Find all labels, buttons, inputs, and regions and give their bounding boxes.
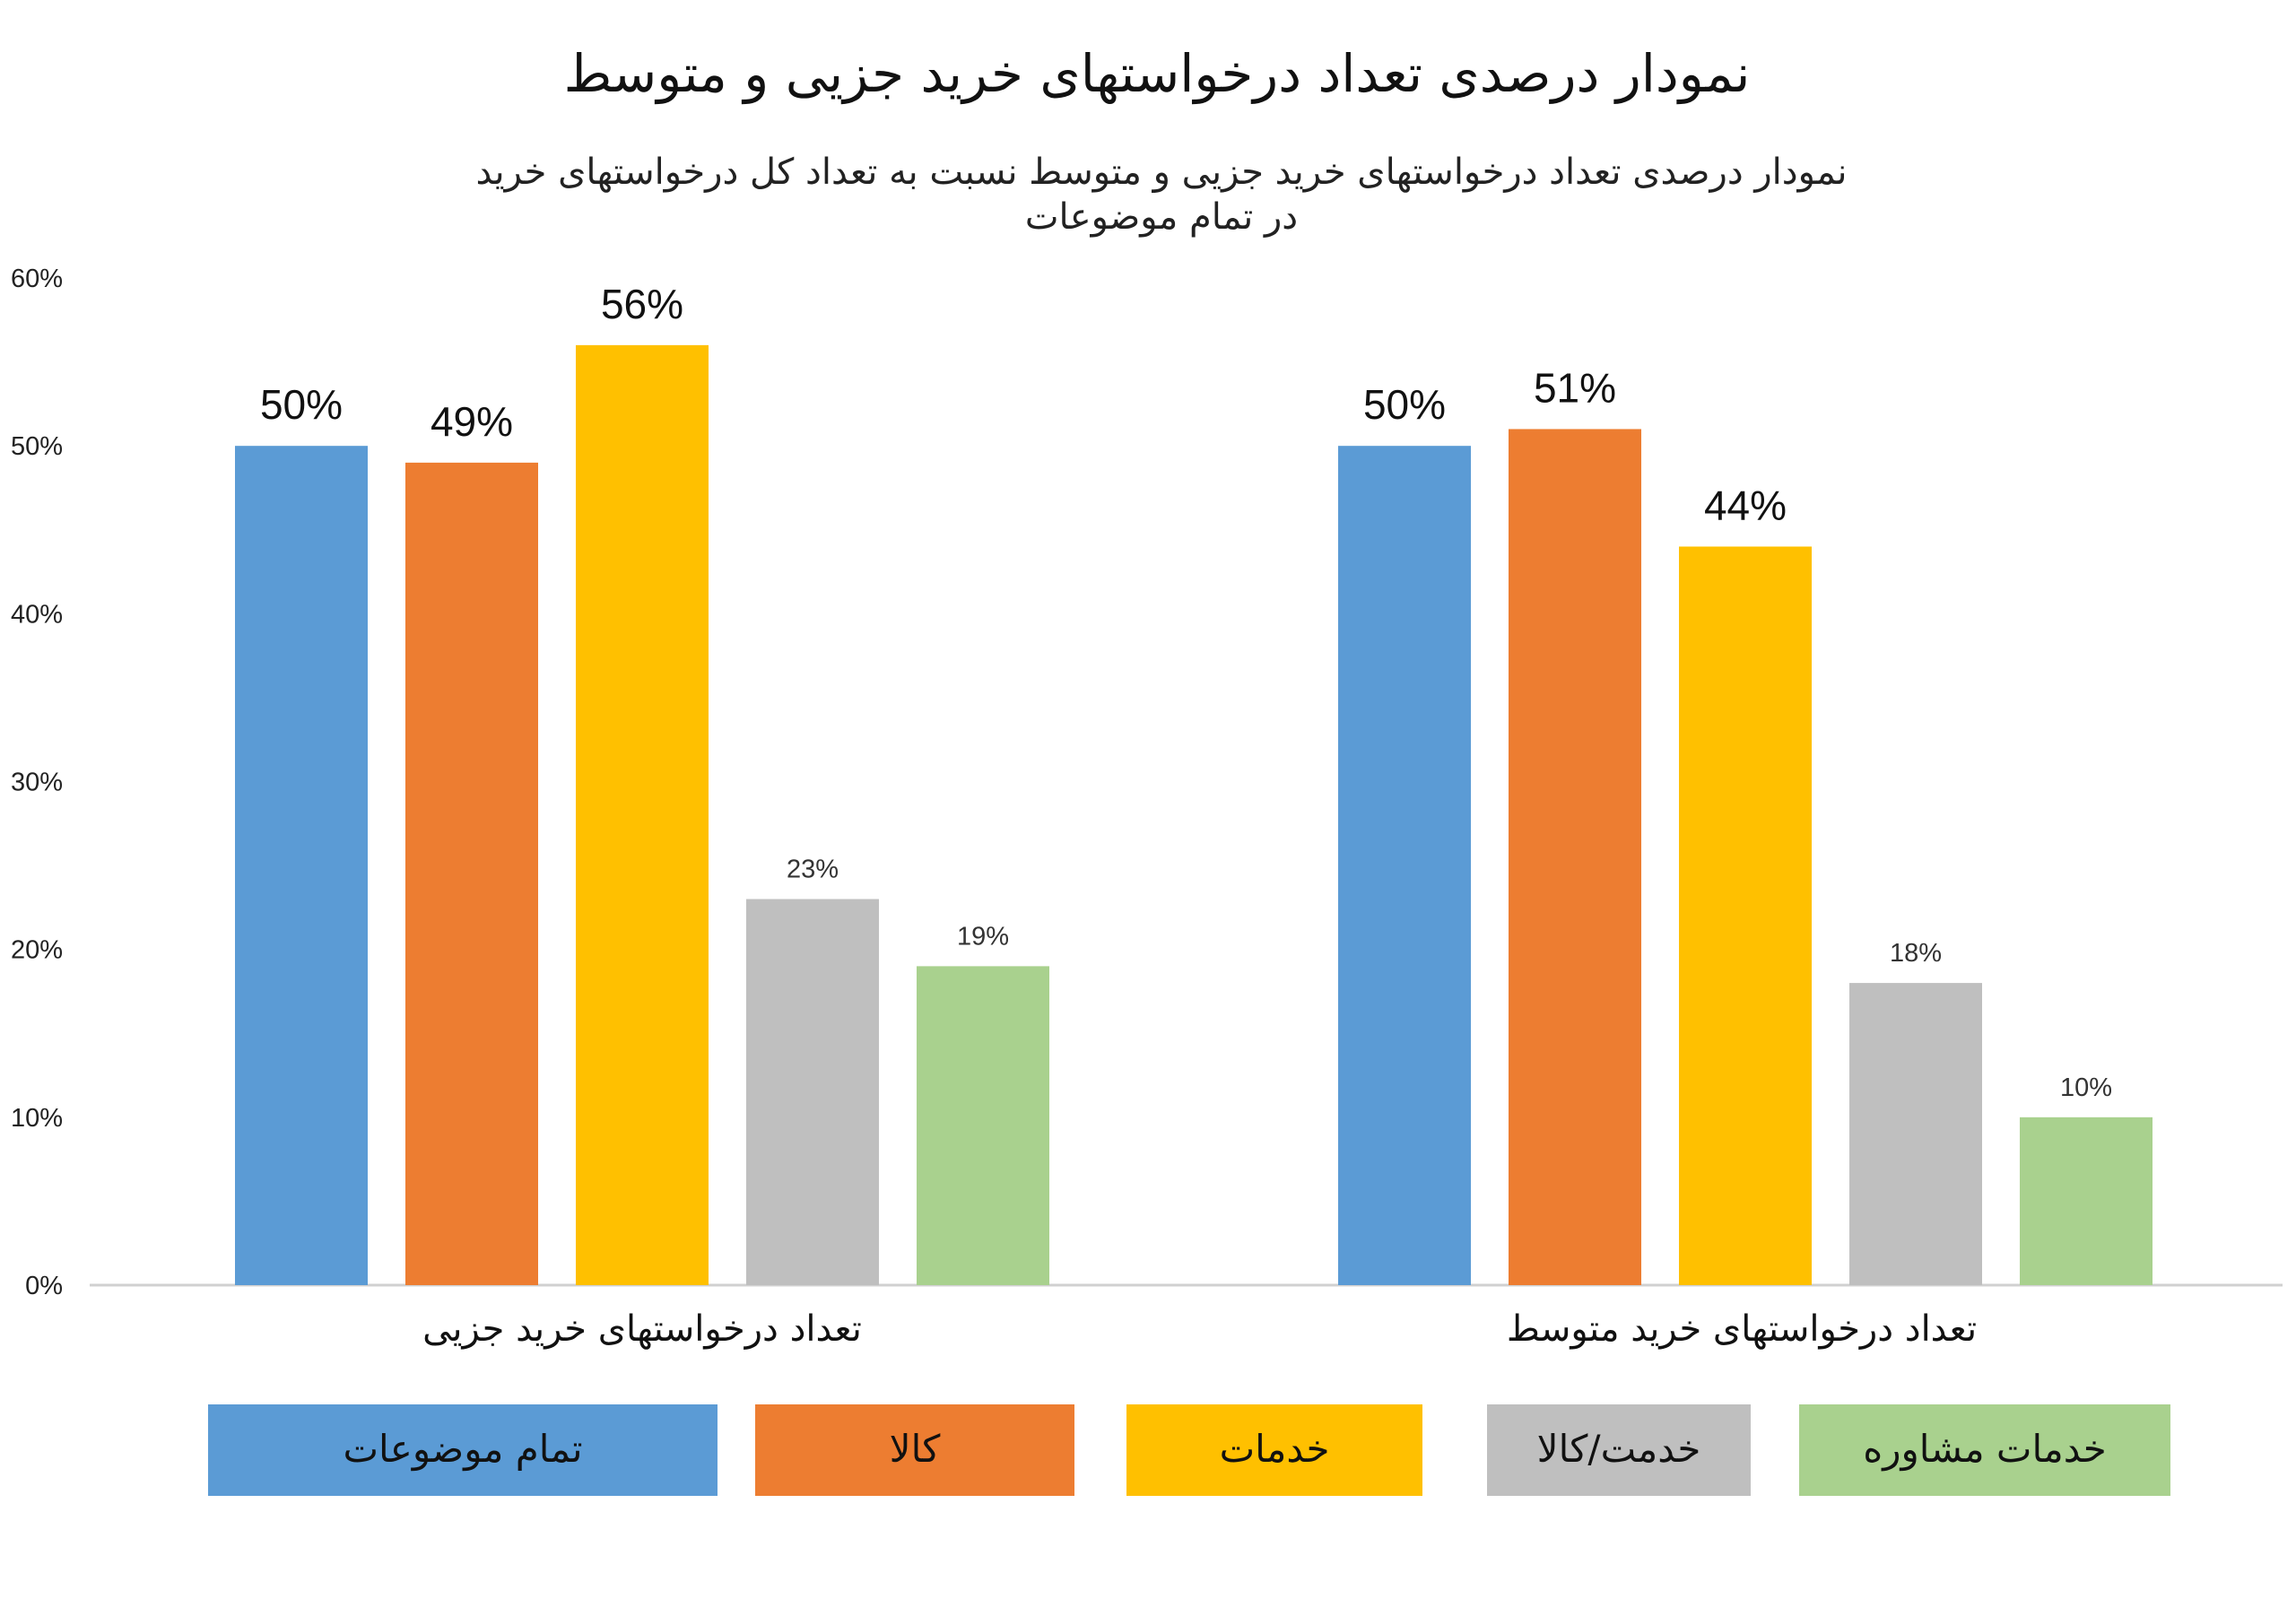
category-labels: تعداد درخواستهای خرید جزیی تعداد درخواسته… [422, 1308, 1977, 1350]
y-tick-label: 60% [11, 265, 63, 293]
y-tick-label: 20% [11, 936, 63, 965]
legend-label: کالا [890, 1427, 941, 1471]
chart-title: نمودار درصدی تعداد درخواستهای خرید جزیی … [564, 43, 1751, 105]
legend-label: تمام موضوعات [343, 1427, 582, 1471]
bar [1679, 546, 1812, 1285]
bar [1338, 446, 1471, 1286]
data-label: 44% [1704, 482, 1787, 528]
data-label: 10% [2060, 1073, 2112, 1102]
legend-swatch [1799, 1404, 2170, 1496]
y-tick-label: 10% [11, 1104, 63, 1133]
bar [2020, 1117, 2152, 1285]
legend-swatch [755, 1404, 1074, 1496]
legend-label: خدمت/کالا [1537, 1427, 1701, 1471]
chart-subtitle-line-2: در تمام موضوعات [1025, 196, 1298, 238]
data-label: 51% [1534, 364, 1616, 411]
category-label: تعداد درخواستهای خرید جزیی [422, 1308, 862, 1350]
bar [405, 462, 538, 1285]
legend-label: خدمات مشاوره [1863, 1427, 2107, 1471]
bars [235, 344, 2152, 1286]
bar [576, 344, 709, 1285]
data-label: 49% [430, 398, 513, 445]
category-label: تعداد درخواستهای خرید متوسط [1507, 1308, 1977, 1350]
data-label: 23% [787, 856, 839, 884]
bar [917, 966, 1049, 1285]
y-tick-label: 50% [11, 432, 63, 461]
legend: تمام موضوعات کالا خدمات خدمت/کالا خدمات مشاو… [208, 1404, 2170, 1496]
bar [1509, 429, 1641, 1285]
y-axis: 0% 10% 20% 30% 40% 50% 60% [11, 265, 63, 1300]
legend-swatch [1487, 1404, 1751, 1496]
data-label: 56% [601, 281, 683, 327]
legend-swatch [1126, 1404, 1422, 1496]
data-label: 19% [957, 922, 1009, 951]
legend-swatch [208, 1404, 718, 1496]
bar [746, 899, 879, 1285]
bar [1849, 983, 1982, 1285]
legend-label: خدمات [1220, 1427, 1330, 1471]
bar [235, 446, 368, 1286]
y-tick-label: 30% [11, 769, 63, 797]
chart-subtitle-line-1: نمودار درصدی تعداد درخواستهای خرید جزیی … [475, 152, 1847, 193]
data-label: 50% [260, 381, 343, 428]
y-tick-label: 40% [11, 600, 63, 629]
data-label: 18% [1890, 939, 1942, 968]
data-labels: 50% 50% 49% 51% 56% 44% 23% 18% 19% 10% [260, 281, 2112, 1102]
y-tick-label: 0% [25, 1272, 63, 1300]
data-label: 50% [1363, 381, 1446, 428]
